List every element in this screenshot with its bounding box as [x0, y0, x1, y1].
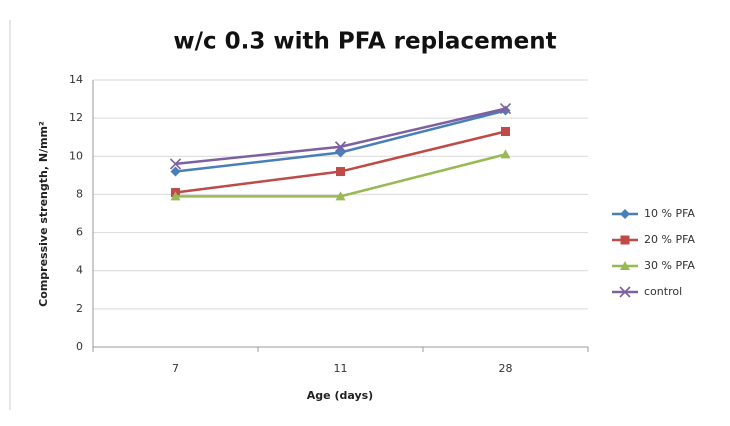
chart-title: w/c 0.3 with PFA replacement — [173, 29, 556, 55]
x-tick-label: 28 — [499, 362, 513, 375]
marker — [170, 166, 181, 177]
series-line — [175, 130, 506, 194]
x-tick-label: 7 — [172, 362, 179, 375]
marker — [499, 103, 512, 115]
marker — [335, 191, 346, 201]
x-tick-label: 11 — [334, 362, 348, 375]
marker — [501, 126, 510, 136]
marker — [619, 286, 631, 298]
y-tick-label: 2 — [76, 302, 83, 315]
y-axis-title: Compressive strength, N/mm² — [37, 121, 50, 307]
marker — [334, 141, 347, 153]
marker — [336, 167, 345, 177]
y-tick-label: 14 — [69, 73, 83, 86]
x-axis-title: Age (days) — [307, 389, 373, 402]
marker — [500, 149, 511, 159]
y-tick-label: 12 — [69, 111, 83, 124]
marker — [620, 235, 630, 245]
marker — [170, 191, 181, 201]
y-tick-label: 10 — [69, 149, 83, 162]
marker — [620, 209, 630, 219]
legend-label: 10 % PFA — [644, 207, 695, 220]
y-tick-label: 4 — [76, 264, 83, 277]
marker — [169, 158, 182, 170]
y-tick-label: 8 — [76, 187, 83, 200]
y-tick-label: 6 — [76, 226, 83, 239]
legend-label: 30 % PFA — [644, 259, 695, 272]
marker — [620, 261, 630, 270]
legend-label: control — [644, 285, 682, 298]
y-tick-label: 0 — [76, 340, 83, 353]
legend-label: 20 % PFA — [644, 233, 695, 246]
